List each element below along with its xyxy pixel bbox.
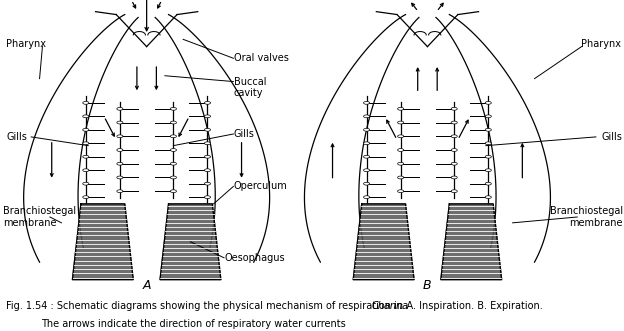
- Circle shape: [451, 121, 457, 124]
- Text: Operculum: Operculum: [234, 181, 288, 191]
- Circle shape: [117, 135, 123, 138]
- Circle shape: [170, 176, 177, 179]
- Circle shape: [397, 176, 404, 179]
- Circle shape: [397, 107, 404, 110]
- Text: Gills: Gills: [602, 132, 623, 142]
- Circle shape: [83, 128, 89, 131]
- Circle shape: [485, 182, 491, 185]
- Circle shape: [451, 162, 457, 165]
- Circle shape: [451, 176, 457, 179]
- Circle shape: [364, 169, 369, 172]
- Circle shape: [485, 115, 491, 118]
- Text: Fig. 1.54 : Schematic diagrams showing the physical mechanism of respiration in: Fig. 1.54 : Schematic diagrams showing t…: [6, 301, 406, 311]
- Text: Pharynx: Pharynx: [6, 39, 46, 49]
- Polygon shape: [353, 204, 414, 280]
- Circle shape: [364, 101, 369, 104]
- Circle shape: [170, 162, 177, 165]
- Circle shape: [170, 135, 177, 138]
- Circle shape: [205, 182, 210, 185]
- Circle shape: [397, 121, 404, 124]
- Circle shape: [205, 142, 210, 145]
- Text: The arrows indicate the direction of respiratory water currents: The arrows indicate the direction of res…: [41, 319, 345, 329]
- Circle shape: [451, 107, 457, 110]
- Circle shape: [83, 101, 89, 104]
- Circle shape: [364, 142, 369, 145]
- Circle shape: [83, 182, 89, 185]
- Circle shape: [364, 196, 369, 199]
- Circle shape: [205, 155, 210, 158]
- Text: Branchiostegal
membrane: Branchiostegal membrane: [3, 206, 76, 228]
- Circle shape: [205, 115, 210, 118]
- Circle shape: [485, 128, 491, 131]
- Circle shape: [451, 149, 457, 151]
- Circle shape: [364, 155, 369, 158]
- Circle shape: [485, 196, 491, 199]
- Circle shape: [170, 149, 177, 151]
- Circle shape: [205, 101, 210, 104]
- Text: : A. Inspiration. B. Expiration.: : A. Inspiration. B. Expiration.: [397, 301, 543, 311]
- Polygon shape: [441, 204, 502, 280]
- Circle shape: [485, 169, 491, 172]
- Polygon shape: [72, 204, 134, 280]
- Circle shape: [364, 182, 369, 185]
- Circle shape: [451, 135, 457, 138]
- Circle shape: [170, 121, 177, 124]
- Text: Gills: Gills: [6, 132, 27, 142]
- Text: Oral valves: Oral valves: [234, 53, 289, 63]
- Text: Gills: Gills: [234, 129, 255, 139]
- Circle shape: [451, 190, 457, 193]
- Circle shape: [364, 128, 369, 131]
- Circle shape: [117, 107, 123, 110]
- Circle shape: [117, 190, 123, 193]
- Circle shape: [117, 121, 123, 124]
- Circle shape: [83, 142, 89, 145]
- Circle shape: [117, 162, 123, 165]
- Circle shape: [485, 155, 491, 158]
- Text: Pharynx: Pharynx: [581, 39, 621, 49]
- Circle shape: [83, 155, 89, 158]
- Text: Channa: Channa: [371, 301, 408, 311]
- Circle shape: [170, 107, 177, 110]
- Circle shape: [485, 142, 491, 145]
- Circle shape: [397, 162, 404, 165]
- Circle shape: [83, 196, 89, 199]
- Circle shape: [485, 101, 491, 104]
- Circle shape: [205, 196, 210, 199]
- Polygon shape: [160, 204, 221, 280]
- Text: A: A: [142, 279, 151, 292]
- Circle shape: [397, 149, 404, 151]
- Circle shape: [83, 169, 89, 172]
- Text: Oesophagus: Oesophagus: [225, 253, 285, 263]
- Circle shape: [205, 169, 210, 172]
- Circle shape: [205, 128, 210, 131]
- Text: Branchiostegal
membrane: Branchiostegal membrane: [550, 206, 623, 228]
- Circle shape: [117, 149, 123, 151]
- Circle shape: [117, 176, 123, 179]
- Circle shape: [397, 190, 404, 193]
- Text: B: B: [423, 279, 432, 292]
- Circle shape: [364, 115, 369, 118]
- Circle shape: [397, 135, 404, 138]
- Circle shape: [170, 190, 177, 193]
- Text: Buccal
cavity: Buccal cavity: [234, 76, 266, 98]
- Circle shape: [83, 115, 89, 118]
